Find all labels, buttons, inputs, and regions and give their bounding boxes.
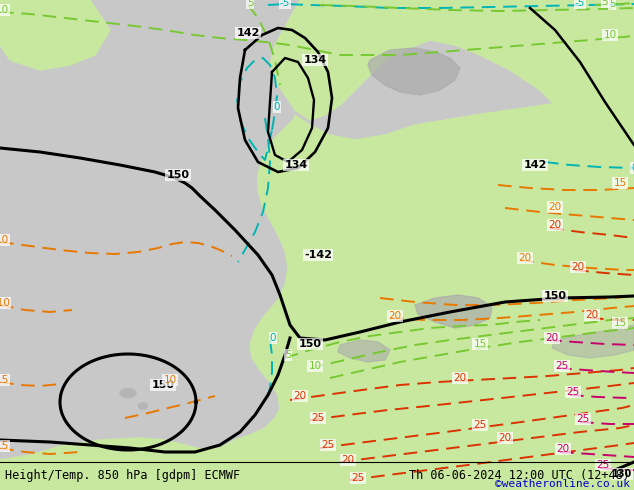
Polygon shape [0,90,634,490]
Text: 25: 25 [597,460,610,470]
Text: 20: 20 [389,311,401,321]
Text: 15: 15 [613,178,626,188]
Text: 150: 150 [167,170,190,180]
Text: 20: 20 [571,262,585,272]
Text: 25: 25 [555,361,569,371]
Text: 20: 20 [557,444,569,454]
Text: 10: 10 [308,361,321,371]
Text: 25: 25 [311,413,325,423]
Text: 134: 134 [304,55,327,65]
Text: 150: 150 [152,380,174,390]
Text: Th 06-06-2024 12:00 UTC (12+48): Th 06-06-2024 12:00 UTC (12+48) [409,468,630,482]
Text: 20: 20 [545,333,559,343]
Text: ©weatheronline.co.uk: ©weatheronline.co.uk [495,479,630,489]
Polygon shape [338,340,390,362]
Text: -142: -142 [304,250,332,260]
Text: 20: 20 [519,253,531,263]
Text: 20: 20 [548,220,562,230]
Text: 150: 150 [299,339,321,349]
Text: 15: 15 [474,339,487,349]
Text: -10: -10 [0,298,10,308]
Text: 20: 20 [498,433,512,443]
Text: -5: -5 [575,0,585,8]
Polygon shape [415,295,492,328]
Text: 142: 142 [523,160,547,170]
Text: 25: 25 [474,420,487,430]
Text: 5: 5 [247,0,254,8]
Text: 25: 25 [576,414,590,424]
Text: Height/Temp. 850 hPa [gdpm] ECMWF: Height/Temp. 850 hPa [gdpm] ECMWF [5,468,240,482]
Text: 20: 20 [548,202,562,212]
Text: 0: 0 [274,102,280,112]
Text: 5: 5 [609,0,616,9]
Polygon shape [552,325,634,358]
Text: 15: 15 [613,318,626,328]
Text: 20: 20 [585,310,598,320]
Ellipse shape [120,389,136,397]
Text: 20: 20 [342,455,354,465]
Ellipse shape [138,403,148,409]
Polygon shape [270,0,634,180]
Polygon shape [0,0,110,70]
Text: 10: 10 [604,30,616,40]
Text: 10: 10 [164,375,176,385]
Text: 20: 20 [294,391,307,401]
Text: -5: -5 [280,0,290,8]
Text: 0: 0 [631,163,634,173]
Text: 25: 25 [351,473,365,483]
Text: 0: 0 [269,333,276,343]
Text: 130: 130 [612,469,632,479]
Text: 134: 134 [285,160,307,170]
Text: 10: 10 [0,235,9,245]
Text: 142: 142 [236,28,260,38]
Text: 10: 10 [0,5,9,15]
Text: 5: 5 [285,350,291,360]
Text: 5: 5 [602,0,608,7]
Text: 25: 25 [321,440,335,450]
Text: 15: 15 [0,375,9,385]
Text: 150: 150 [543,291,567,301]
Text: 20: 20 [453,373,467,383]
Text: 25: 25 [566,387,579,397]
Polygon shape [368,48,460,95]
Text: 15: 15 [0,441,9,451]
